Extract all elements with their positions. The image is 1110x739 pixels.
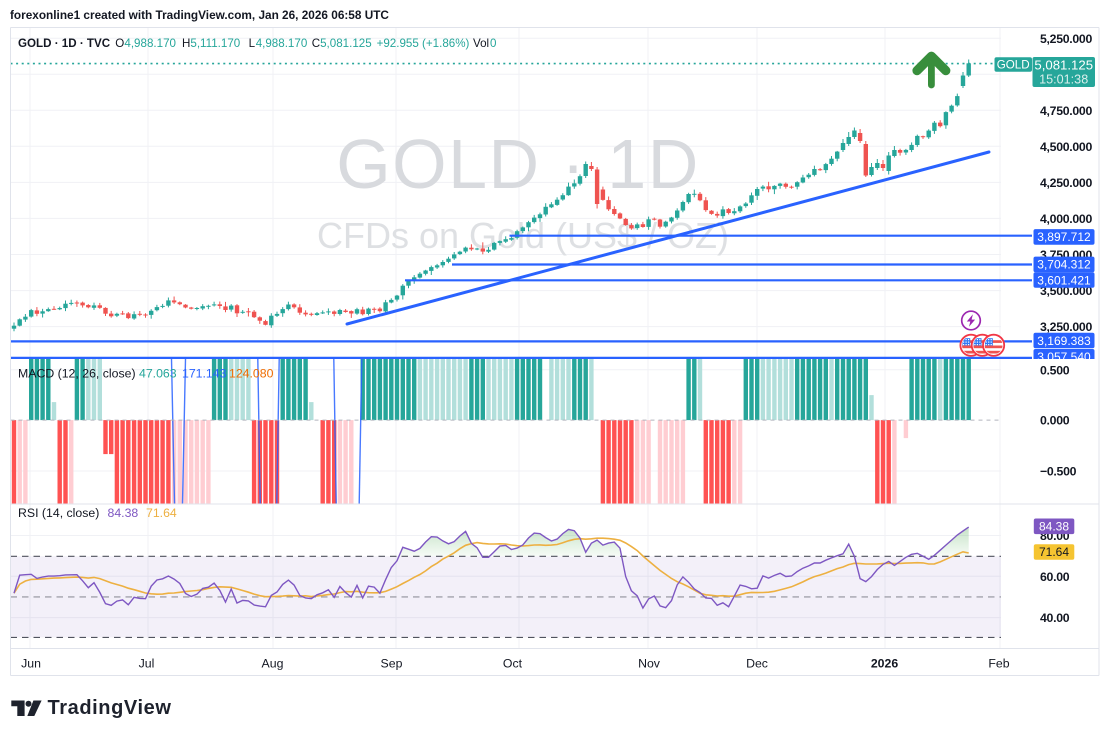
svg-text:60.00: 60.00 <box>1040 570 1070 584</box>
svg-text:Jun: Jun <box>21 657 41 671</box>
svg-text:5,250.000: 5,250.000 <box>1040 32 1092 46</box>
svg-text:L: L <box>249 37 256 50</box>
svg-text:5,111.170: 5,111.170 <box>190 37 240 50</box>
svg-text:H: H <box>182 37 190 50</box>
svg-text:171.143: 171.143 <box>182 366 227 380</box>
svg-text:Nov: Nov <box>638 657 661 671</box>
svg-text:forexonline1 created with Trad: forexonline1 created with TradingView.co… <box>10 8 389 22</box>
svg-text:71.64: 71.64 <box>1039 545 1069 559</box>
svg-text:84.38: 84.38 <box>108 506 139 520</box>
svg-text:Dec: Dec <box>746 657 768 671</box>
svg-text:Vol: Vol <box>473 37 489 50</box>
svg-text:3,169.383: 3,169.383 <box>1037 334 1091 348</box>
svg-text:3,250.000: 3,250.000 <box>1040 320 1092 334</box>
svg-text:GOLD · 1D: GOLD · 1D <box>336 125 700 203</box>
svg-text:RSI (14, close): RSI (14, close) <box>18 506 99 520</box>
svg-text:4,000.000: 4,000.000 <box>1040 212 1092 226</box>
svg-text:MACD (12, 26, close): MACD (12, 26, close) <box>18 366 136 380</box>
svg-text:Oct: Oct <box>503 657 523 671</box>
svg-text:O: O <box>115 37 124 50</box>
svg-text:4,250.000: 4,250.000 <box>1040 176 1092 190</box>
svg-text:4,988.170: 4,988.170 <box>124 37 176 50</box>
svg-text:0: 0 <box>490 37 496 50</box>
svg-text:C: C <box>312 37 320 50</box>
svg-text:5,081.125: 5,081.125 <box>320 37 372 50</box>
svg-text:GOLD · 1D · TVC: GOLD · 1D · TVC <box>18 37 111 50</box>
svg-text:3,057.540: 3,057.540 <box>1037 350 1091 364</box>
svg-text:3,897.712: 3,897.712 <box>1037 230 1091 244</box>
svg-text:4,500.000: 4,500.000 <box>1040 140 1092 154</box>
svg-text:4,988.170: 4,988.170 <box>256 37 308 50</box>
svg-text:Feb: Feb <box>988 657 1009 671</box>
svg-text:40.00: 40.00 <box>1040 611 1070 625</box>
svg-text:3,601.421: 3,601.421 <box>1037 273 1091 287</box>
svg-text:Jul: Jul <box>139 657 155 671</box>
svg-text:71.64: 71.64 <box>146 506 177 520</box>
svg-text:0.000: 0.000 <box>1040 414 1070 428</box>
svg-text:0.500: 0.500 <box>1040 363 1070 377</box>
svg-text:47.063: 47.063 <box>139 366 177 380</box>
svg-text:Aug: Aug <box>262 657 284 671</box>
svg-text:Sep: Sep <box>381 657 403 671</box>
svg-text:4,750.000: 4,750.000 <box>1040 104 1092 118</box>
svg-text:+92.955 (+1.86%): +92.955 (+1.86%) <box>377 37 470 50</box>
svg-text:5,081.125: 5,081.125 <box>1034 58 1093 73</box>
svg-text:3,704.312: 3,704.312 <box>1037 258 1091 272</box>
svg-text:84.38: 84.38 <box>1039 520 1069 534</box>
svg-text:TradingView: TradingView <box>48 697 172 719</box>
svg-text:15:01:38: 15:01:38 <box>1039 72 1088 86</box>
svg-text:2026: 2026 <box>871 657 899 671</box>
svg-text:GOLD: GOLD <box>997 59 1030 72</box>
svg-text:124.080: 124.080 <box>229 366 274 380</box>
svg-text:−0.500: −0.500 <box>1040 465 1077 479</box>
